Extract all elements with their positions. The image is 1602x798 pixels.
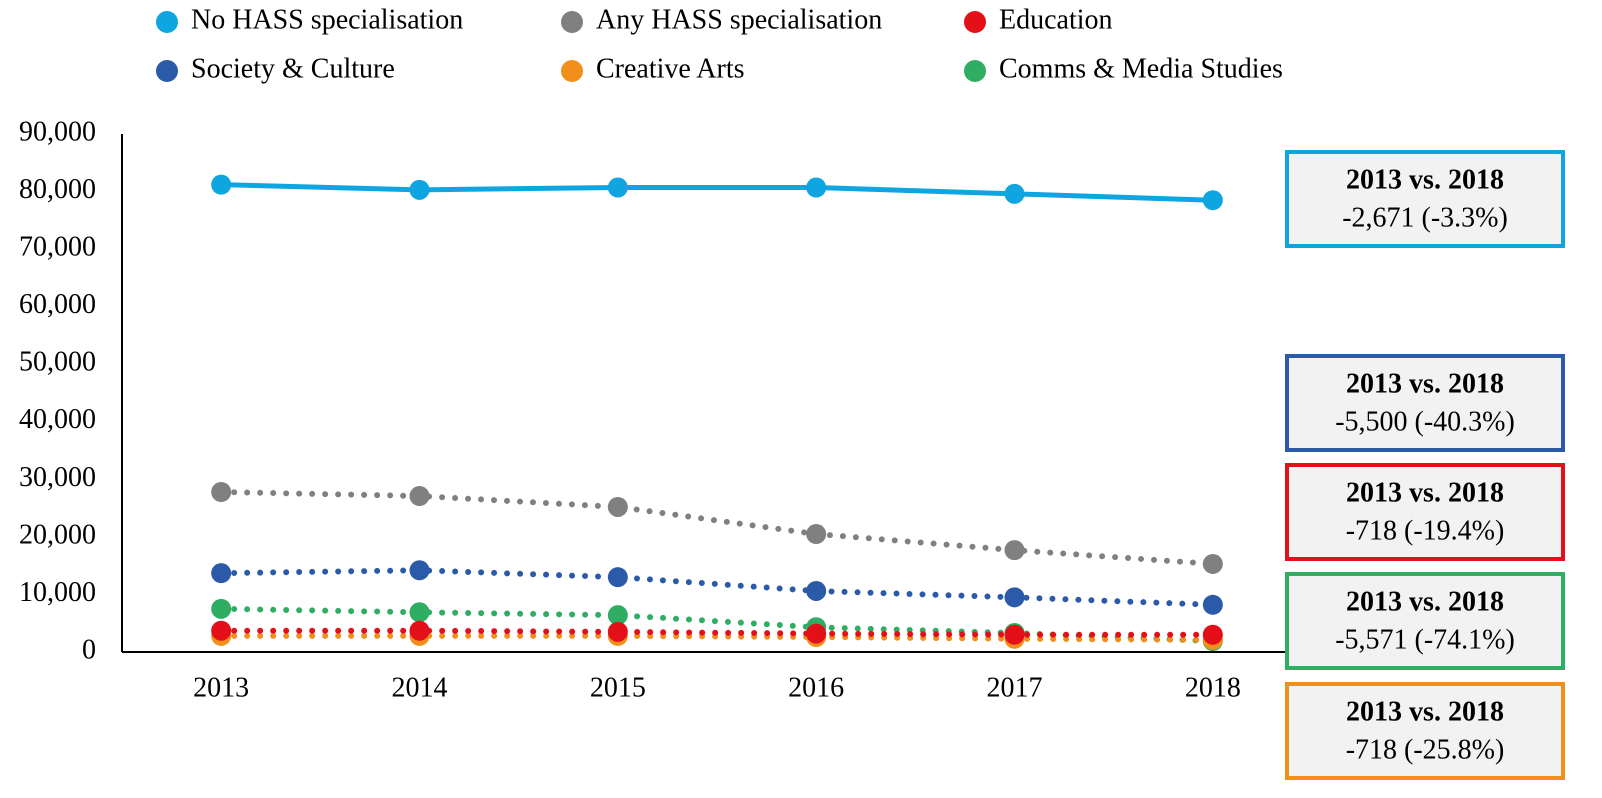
y-tick-label: 80,000	[19, 174, 96, 205]
data-point	[1004, 540, 1025, 561]
annotation-title: 2013 vs. 2018	[1346, 368, 1504, 399]
data-point	[1202, 624, 1223, 645]
data-point	[607, 567, 628, 588]
series-line	[218, 632, 1216, 643]
data-point	[1202, 190, 1223, 211]
annotation-text: -718 (-25.8%)	[1346, 734, 1505, 765]
data-point	[1004, 587, 1025, 608]
data-point	[607, 621, 628, 642]
data-point	[409, 179, 430, 200]
data-point	[806, 623, 827, 644]
data-point	[409, 620, 430, 641]
legend-label: Creative Arts	[596, 53, 745, 84]
legend-label: Any HASS specialisation	[596, 4, 882, 35]
y-tick-label: 40,000	[19, 404, 96, 435]
annotation-box	[1285, 572, 1565, 670]
data-point	[806, 580, 827, 601]
data-point	[409, 486, 430, 507]
data-point	[211, 598, 232, 619]
legend-label: No HASS specialisation	[191, 4, 463, 35]
data-point	[211, 174, 232, 195]
data-point	[1202, 594, 1223, 615]
legend-label: Society & Culture	[191, 53, 395, 84]
x-tick-label: 2015	[590, 672, 646, 703]
data-point	[607, 496, 628, 517]
y-tick-label: 70,000	[19, 232, 96, 263]
series-line	[221, 182, 1213, 203]
legend-label: Education	[999, 4, 1113, 35]
legend-marker	[561, 11, 583, 33]
legend-marker	[156, 60, 178, 82]
data-point	[1202, 553, 1223, 574]
legend-marker	[561, 60, 583, 82]
annotation-title: 2013 vs. 2018	[1346, 164, 1504, 195]
annotation-text: -5,500 (-40.3%)	[1335, 406, 1515, 437]
data-point	[607, 605, 628, 626]
data-point	[211, 481, 232, 502]
x-tick-label: 2017	[987, 672, 1043, 703]
x-tick-label: 2016	[788, 672, 844, 703]
data-point	[211, 563, 232, 584]
annotation-box	[1285, 150, 1565, 248]
annotation-box	[1285, 354, 1565, 452]
y-tick-label: 0	[82, 634, 96, 665]
y-tick-label: 20,000	[19, 519, 96, 550]
annotation-text: -5,571 (-74.1%)	[1335, 624, 1515, 655]
legend-marker	[964, 60, 986, 82]
data-point	[607, 177, 628, 198]
series-line	[218, 567, 1216, 608]
legend-label: Comms & Media Studies	[999, 53, 1283, 84]
y-tick-label: 50,000	[19, 347, 96, 378]
annotation-title: 2013 vs. 2018	[1346, 477, 1504, 508]
data-point	[806, 177, 827, 198]
data-point	[409, 602, 430, 623]
annotation-title: 2013 vs. 2018	[1346, 696, 1504, 727]
legend-marker	[964, 11, 986, 33]
x-tick-label: 2013	[193, 672, 249, 703]
x-tick-label: 2018	[1185, 672, 1241, 703]
data-point	[1004, 183, 1025, 204]
data-point	[409, 560, 430, 581]
y-tick-label: 90,000	[19, 116, 96, 147]
data-point	[211, 620, 232, 641]
data-point	[1004, 624, 1025, 645]
data-point	[806, 524, 827, 545]
y-tick-label: 60,000	[19, 289, 96, 320]
annotation-box	[1285, 463, 1565, 561]
x-tick-label: 2014	[392, 672, 448, 703]
annotation-text: -718 (-19.4%)	[1346, 515, 1505, 546]
series-line	[218, 605, 1216, 645]
annotation-box	[1285, 682, 1565, 780]
legend-marker	[156, 11, 178, 33]
series-line	[218, 488, 1216, 567]
series-line	[218, 627, 1216, 638]
annotation-title: 2013 vs. 2018	[1346, 586, 1504, 617]
annotation-text: -2,671 (-3.3%)	[1342, 202, 1508, 233]
y-tick-label: 30,000	[19, 462, 96, 493]
y-tick-label: 10,000	[19, 577, 96, 608]
